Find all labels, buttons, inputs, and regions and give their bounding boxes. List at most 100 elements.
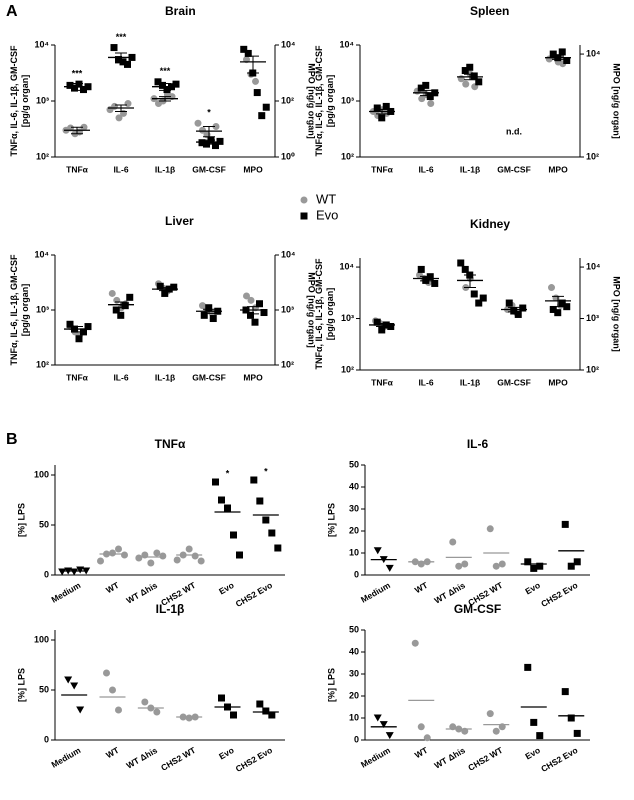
- y-tick-label: 10⁴: [586, 261, 600, 271]
- point: [378, 114, 386, 122]
- point: [224, 504, 231, 512]
- annotation: n.d.: [506, 126, 522, 136]
- y-tick-label: 10²: [36, 359, 49, 369]
- point: [549, 305, 557, 313]
- point: [124, 60, 131, 68]
- point: [486, 525, 494, 533]
- x-tick-label: IL-6: [418, 164, 433, 174]
- x-tick-label: GM-CSF: [192, 372, 226, 382]
- point: [76, 706, 85, 714]
- point: [573, 558, 581, 566]
- x-tick-label: Medium: [49, 745, 82, 770]
- point: [417, 723, 425, 731]
- x-tick-label: Evo: [523, 745, 542, 761]
- point: [252, 77, 259, 85]
- point: [253, 89, 261, 97]
- error-bar: [115, 301, 127, 309]
- point: [103, 669, 110, 677]
- point: [573, 729, 581, 737]
- error-bar: [420, 275, 432, 282]
- y-axis-label-line: TNFα, IL-6, IL-1β, GM-CSF: [9, 254, 19, 366]
- point: [76, 566, 85, 574]
- point: [212, 123, 220, 131]
- point: [461, 265, 469, 273]
- y-tick-label: 10: [349, 712, 359, 722]
- point: [268, 711, 276, 719]
- point: [115, 706, 122, 714]
- x-tick-label: IL-1β: [155, 372, 175, 382]
- y-tick-label: 10⁴: [586, 48, 600, 58]
- error-bar: [71, 83, 83, 91]
- point: [536, 562, 544, 570]
- point: [505, 299, 513, 307]
- point: [461, 67, 469, 75]
- point: [153, 549, 161, 557]
- x-tick-label: GM-CSF: [192, 164, 226, 174]
- point: [548, 284, 555, 292]
- chart-title: IL-1β: [156, 602, 185, 616]
- annotation: *: [226, 468, 230, 478]
- x-tick-label: GM-CSF: [497, 377, 531, 387]
- x-tick-label: IL-1β: [155, 164, 175, 174]
- error-bar: [115, 52, 127, 64]
- point: [117, 311, 125, 319]
- point: [159, 552, 167, 560]
- y-tick-label: 0: [44, 569, 49, 579]
- x-tick-label: GM-CSF: [497, 164, 531, 174]
- error-bar: [71, 126, 83, 135]
- point: [385, 564, 394, 572]
- point: [498, 560, 506, 568]
- x-tick-label: WT Δhis: [432, 745, 467, 771]
- point: [199, 126, 206, 134]
- point: [170, 283, 178, 291]
- y-axis-label: TNFα, IL-6, IL-1β, GM-CSF[pg/g organ]: [9, 45, 30, 157]
- y-tick-label: 30: [349, 668, 359, 678]
- y-axis-label-line: [pg/g organ]: [20, 75, 30, 128]
- point: [80, 328, 87, 336]
- point: [66, 320, 74, 328]
- y-axis-label-line: [pg/g organ]: [20, 284, 30, 337]
- point: [240, 45, 248, 53]
- point: [70, 568, 79, 576]
- legend-label: Evo: [316, 207, 338, 222]
- y-tick-label: 50: [349, 459, 359, 469]
- point: [479, 294, 487, 302]
- y-tick-label: 10²: [281, 359, 294, 369]
- y-tick-label: 10³: [341, 313, 354, 323]
- point: [385, 732, 394, 740]
- point: [268, 529, 276, 537]
- point: [431, 279, 439, 287]
- point: [461, 560, 469, 568]
- point: [379, 721, 388, 729]
- point: [230, 711, 237, 719]
- x-tick-label: CHS2 Evo: [539, 745, 579, 774]
- x-tick-label: TNFα: [371, 164, 394, 174]
- point: [236, 551, 243, 559]
- point: [185, 545, 193, 553]
- point: [212, 142, 219, 150]
- point: [274, 544, 282, 552]
- error-bar: [247, 306, 259, 315]
- point: [172, 80, 180, 88]
- y-tick-label: 50: [39, 684, 49, 694]
- point: [70, 682, 79, 690]
- point: [251, 318, 259, 326]
- error-bar: [71, 326, 83, 333]
- chart-title: Kidney: [470, 217, 510, 231]
- point: [427, 100, 435, 108]
- chart-title: Brain: [165, 4, 196, 18]
- point: [154, 78, 162, 86]
- x-tick-label: TNFα: [66, 372, 89, 382]
- x-tick-label: IL-6: [113, 164, 128, 174]
- point: [256, 497, 264, 505]
- error-bar: [508, 306, 520, 313]
- point: [230, 531, 237, 539]
- y-tick-label: 20: [349, 525, 359, 535]
- error-bar: [376, 108, 388, 115]
- point: [199, 302, 206, 310]
- point: [97, 557, 104, 565]
- point: [300, 212, 308, 220]
- y-tick-label: 30: [349, 503, 359, 513]
- point: [173, 556, 181, 564]
